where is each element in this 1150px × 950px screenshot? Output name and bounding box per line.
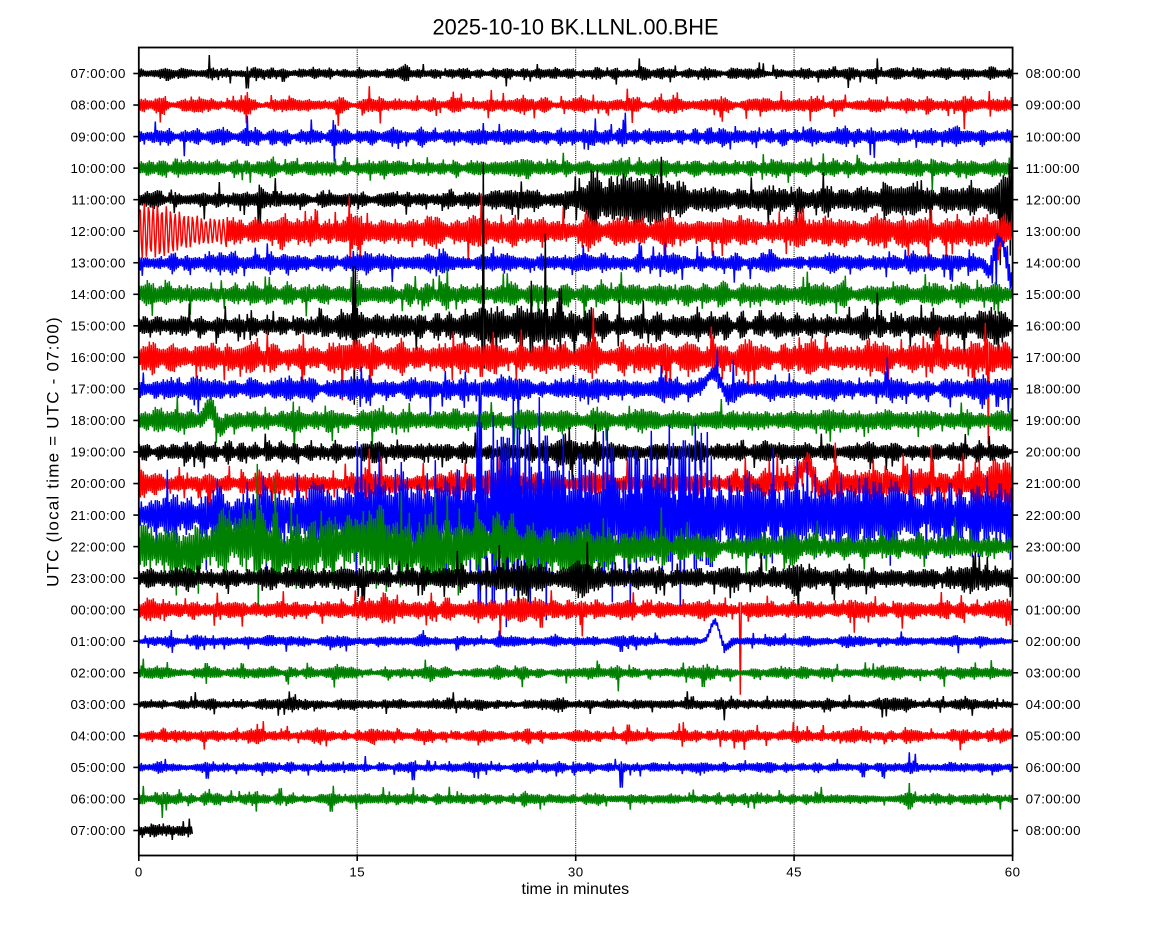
svg-text:15:00:00: 15:00:00 <box>70 319 125 334</box>
svg-text:23:00:00: 23:00:00 <box>1026 539 1081 554</box>
svg-text:04:00:00: 04:00:00 <box>70 729 125 744</box>
svg-text:20:00:00: 20:00:00 <box>1026 445 1081 460</box>
svg-text:10:00:00: 10:00:00 <box>1026 129 1081 144</box>
svg-text:21:00:00: 21:00:00 <box>1026 476 1081 491</box>
svg-text:14:00:00: 14:00:00 <box>70 287 125 302</box>
svg-text:11:00:00: 11:00:00 <box>71 192 125 207</box>
svg-text:18:00:00: 18:00:00 <box>70 413 125 428</box>
svg-text:30: 30 <box>568 865 584 880</box>
svg-text:04:00:00: 04:00:00 <box>1026 697 1081 712</box>
svg-text:01:00:00: 01:00:00 <box>1026 602 1081 617</box>
svg-text:UTC (local time = UTC - 07:00): UTC (local time = UTC - 07:00) <box>44 316 63 587</box>
svg-text:45: 45 <box>786 865 802 880</box>
svg-text:09:00:00: 09:00:00 <box>70 129 125 144</box>
svg-text:16:00:00: 16:00:00 <box>70 350 125 365</box>
svg-text:05:00:00: 05:00:00 <box>1026 729 1081 744</box>
svg-text:10:00:00: 10:00:00 <box>70 161 125 176</box>
svg-text:03:00:00: 03:00:00 <box>70 697 125 712</box>
svg-text:15:00:00: 15:00:00 <box>1026 287 1081 302</box>
svg-text:02:00:00: 02:00:00 <box>70 665 125 680</box>
svg-text:07:00:00: 07:00:00 <box>1026 792 1081 807</box>
svg-text:03:00:00: 03:00:00 <box>1026 665 1081 680</box>
svg-text:22:00:00: 22:00:00 <box>1026 508 1081 523</box>
svg-text:05:00:00: 05:00:00 <box>70 760 125 775</box>
svg-text:18:00:00: 18:00:00 <box>1026 382 1081 397</box>
svg-text:07:00:00: 07:00:00 <box>70 823 125 838</box>
svg-text:13:00:00: 13:00:00 <box>70 255 125 270</box>
svg-text:17:00:00: 17:00:00 <box>1026 350 1081 365</box>
svg-text:00:00:00: 00:00:00 <box>1026 571 1081 586</box>
svg-text:12:00:00: 12:00:00 <box>70 224 125 239</box>
svg-text:14:00:00: 14:00:00 <box>1026 255 1081 270</box>
svg-text:19:00:00: 19:00:00 <box>70 445 125 460</box>
svg-text:07:00:00: 07:00:00 <box>70 66 125 81</box>
svg-text:time in minutes: time in minutes <box>522 881 630 898</box>
svg-text:08:00:00: 08:00:00 <box>70 98 125 113</box>
svg-text:21:00:00: 21:00:00 <box>70 508 125 523</box>
svg-text:16:00:00: 16:00:00 <box>1026 319 1081 334</box>
svg-text:00:00:00: 00:00:00 <box>70 602 125 617</box>
svg-text:09:00:00: 09:00:00 <box>1026 98 1081 113</box>
svg-text:17:00:00: 17:00:00 <box>70 382 125 397</box>
svg-text:06:00:00: 06:00:00 <box>70 792 125 807</box>
svg-text:12:00:00: 12:00:00 <box>1026 192 1081 207</box>
svg-text:02:00:00: 02:00:00 <box>1026 634 1081 649</box>
svg-text:0: 0 <box>135 865 143 880</box>
svg-text:2025-10-10 BK.LLNL.00.BHE: 2025-10-10 BK.LLNL.00.BHE <box>433 15 719 40</box>
svg-text:20:00:00: 20:00:00 <box>70 476 125 491</box>
svg-text:23:00:00: 23:00:00 <box>70 571 125 586</box>
svg-text:19:00:00: 19:00:00 <box>1026 413 1081 428</box>
svg-text:11:00:00: 11:00:00 <box>1026 161 1080 176</box>
svg-text:13:00:00: 13:00:00 <box>1026 224 1081 239</box>
svg-text:01:00:00: 01:00:00 <box>70 634 125 649</box>
svg-text:08:00:00: 08:00:00 <box>1026 823 1081 838</box>
svg-text:22:00:00: 22:00:00 <box>70 539 125 554</box>
svg-text:08:00:00: 08:00:00 <box>1026 66 1081 81</box>
svg-text:15: 15 <box>349 865 365 880</box>
svg-text:06:00:00: 06:00:00 <box>1026 760 1081 775</box>
svg-text:60: 60 <box>1005 865 1021 880</box>
